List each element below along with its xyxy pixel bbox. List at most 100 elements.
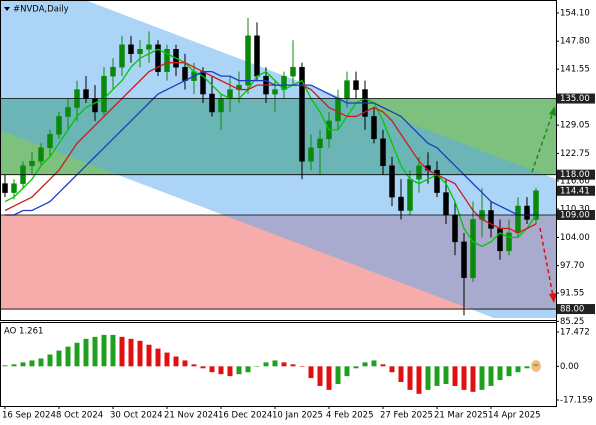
candle-body [515, 205, 521, 234]
moving-average [4, 48, 537, 248]
y-tick-label: 141.55 [560, 65, 590, 75]
candle-body [2, 183, 8, 193]
candle-body [434, 169, 440, 193]
candle-body [101, 75, 107, 113]
ao-bar [65, 346, 71, 367]
ao-bar [443, 366, 449, 384]
candle-body [299, 66, 305, 162]
price-label: 114.41 [560, 186, 590, 196]
candle-body [353, 80, 359, 90]
candle-body [56, 116, 62, 135]
candle-body [110, 66, 116, 77]
level-label-box [557, 304, 595, 315]
ao-bar [47, 354, 53, 367]
ao-bar [245, 366, 251, 373]
y-tick-label: 17.472 [560, 328, 590, 338]
candle-body [344, 80, 350, 99]
y-tick-label: 97.70 [560, 261, 584, 271]
x-tick-label: 16 Sep 2024 [2, 411, 56, 421]
ao-bar [191, 364, 197, 367]
y-tick-label: 0.00 [560, 362, 579, 372]
down-arrow-head [549, 293, 557, 303]
ao-bar [155, 348, 161, 367]
candle-body [137, 49, 143, 54]
ao-bar [29, 360, 35, 367]
ao-bar [524, 366, 530, 369]
main-panel-frame [0, 0, 557, 321]
y-tick-label: 91.55 [560, 289, 584, 299]
ao-bar [164, 352, 170, 367]
y-tick-label: 110.30 [560, 205, 590, 215]
ao-bar [398, 366, 404, 383]
candle-body [83, 89, 89, 99]
candle-body [290, 66, 296, 77]
candle-body [452, 214, 458, 243]
candle-body [317, 138, 323, 149]
x-tick-label: 10 Jan 2025 [272, 411, 323, 421]
x-tick-label: 21 Nov 2024 [164, 411, 218, 421]
ao-bar [416, 366, 422, 394]
ao-bar [299, 366, 305, 367]
ao-bar [353, 366, 359, 369]
candle-body [29, 160, 35, 166]
ao-bar [38, 358, 44, 367]
y-tick-label: 147.80 [560, 37, 590, 47]
candle-body [497, 228, 503, 252]
level-label-box [557, 209, 595, 220]
ao-bar [101, 334, 107, 367]
highlight [531, 360, 541, 372]
candle-body [146, 44, 152, 50]
menu-icon [4, 7, 10, 11]
candle-body [380, 138, 386, 166]
ao-bar [20, 362, 26, 367]
ao-bar [326, 366, 332, 390]
ao-bar [209, 366, 215, 373]
candle-body [47, 134, 53, 149]
y-tick-label: 85.25 [560, 317, 584, 327]
x-tick-label: 4 Feb 2025 [326, 411, 374, 421]
candle-body [65, 107, 71, 117]
candle-body [407, 178, 413, 211]
ao-bar [74, 342, 80, 367]
ao-bar [146, 344, 152, 367]
candle-body [164, 49, 170, 72]
ao-bar [308, 366, 314, 379]
level-label: 88.00 [560, 305, 584, 315]
ao-bar [290, 364, 296, 367]
ao-bar [425, 366, 431, 390]
ao-bar [218, 366, 224, 375]
down-arrow [539, 227, 554, 297]
ao-bar [92, 336, 98, 367]
level-label-box [557, 169, 595, 180]
candle-body [389, 165, 395, 198]
level-label: 135.00 [560, 94, 590, 104]
level-label: 109.00 [560, 210, 590, 220]
ao-bar [470, 366, 476, 392]
ao-bar [56, 350, 62, 367]
up-arrow [531, 111, 554, 173]
candle-body [155, 44, 161, 72]
ao-bar [137, 340, 143, 367]
ao-bar [335, 366, 341, 384]
candle-body [92, 98, 98, 113]
candle-body [272, 89, 278, 95]
ao-bar [281, 362, 287, 367]
ao-bar [461, 366, 467, 390]
candle-body [398, 196, 404, 211]
x-tick-label: 30 Oct 2024 [110, 411, 163, 421]
ao-bar [236, 366, 242, 375]
y-tick-label: 116.60 [560, 176, 590, 186]
candle-body [488, 210, 494, 229]
ao-bar [380, 364, 386, 367]
ao-bar [83, 338, 89, 367]
y-tick-label: 104.00 [560, 233, 590, 243]
ao-bar [362, 362, 368, 367]
candle-body [416, 165, 422, 180]
candle-body [461, 241, 467, 278]
moving-average [5, 71, 536, 216]
x-tick-label: 8 Oct 2024 [56, 411, 103, 421]
chart-title: #NVDA,Daily [13, 5, 69, 15]
ao-bar [479, 366, 485, 390]
trend-channel [0, 0, 556, 318]
